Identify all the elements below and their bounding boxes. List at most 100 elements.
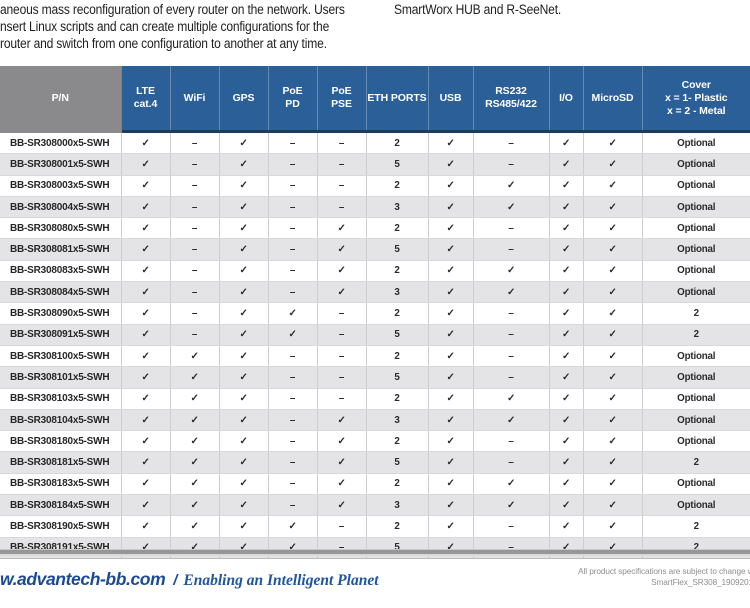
part-number-cell: BB-SR308103x5-SWH [0, 388, 122, 410]
feature-cell: ✓ [428, 302, 474, 325]
feature-cell: ✓ [583, 302, 643, 325]
part-number-cell: BB-SR308090x5-SWH [0, 302, 122, 325]
feature-cell: ✓ [583, 196, 643, 219]
feature-cell: ✓ [583, 430, 643, 453]
part-number-cell: BB-SR308184x5-SWH [0, 494, 122, 517]
product-variant-table: P/N LTE cat.4 WiFi GPS PoE PD PoE PSE ETH PORT… [0, 66, 750, 559]
feature-cell: Optional [642, 281, 750, 304]
feature-cell: ✓ [121, 430, 171, 453]
feature-cell: 2 [366, 302, 429, 325]
feature-cell: – [317, 153, 367, 176]
feature-cell: ✓ [219, 366, 269, 389]
feature-cell: – [268, 345, 318, 368]
feature-cell: ✓ [170, 451, 220, 474]
feature-cell: ✓ [219, 430, 269, 453]
feature-cell: ✓ [583, 494, 643, 517]
feature-cell: ✓ [121, 131, 171, 155]
feature-cell: ✓ [219, 324, 269, 346]
website-link[interactable]: w.advantech-bb.com [0, 569, 166, 589]
feature-cell: ✓ [317, 260, 367, 283]
feature-cell: 2 [366, 473, 429, 496]
part-number-cell: BB-SR308180x5-SWH [0, 430, 122, 453]
feature-cell: Optional [642, 388, 750, 410]
feature-cell: ✓ [219, 302, 269, 325]
feature-cell: ✓ [268, 302, 318, 325]
feature-cell: ✓ [549, 281, 584, 304]
feature-cell: ✓ [473, 473, 550, 496]
feature-cell: ✓ [428, 430, 474, 453]
part-number-cell: BB-SR308004x5-SWH [0, 196, 122, 219]
feature-cell: ✓ [317, 238, 367, 261]
feature-cell: ✓ [219, 473, 269, 496]
feature-cell: ✓ [473, 260, 550, 283]
feature-cell: – [170, 324, 220, 346]
feature-cell: – [317, 388, 367, 410]
feature-cell: – [268, 175, 318, 197]
part-number-cell: BB-SR308104x5-SWH [0, 409, 122, 432]
feature-cell: 2 [642, 515, 750, 538]
feature-cell: ✓ [583, 324, 643, 346]
table-row: BB-SR308004x5-SWH ✓ – ✓ – –3 ✓ ✓ ✓ ✓ Optional [0, 196, 750, 219]
feature-cell: – [170, 217, 220, 240]
feature-cell: Optional [642, 175, 750, 197]
feature-cell: ✓ [219, 515, 269, 538]
feature-cell: ✓ [121, 324, 171, 346]
feature-cell: – [317, 345, 367, 368]
feature-cell: ✓ [428, 131, 474, 155]
feature-cell: Optional [642, 153, 750, 176]
column-header: WiFi [170, 66, 220, 133]
feature-cell: – [317, 515, 367, 538]
column-header: MicroSD [583, 66, 643, 133]
feature-cell: ✓ [549, 388, 584, 410]
feature-cell: ✓ [583, 238, 643, 261]
feature-cell: ✓ [170, 366, 220, 389]
feature-cell: ✓ [549, 131, 584, 155]
column-header: RS232 RS485/422 [473, 66, 550, 133]
feature-cell: ✓ [549, 302, 584, 325]
part-number-cell: BB-SR308003x5-SWH [0, 175, 122, 197]
feature-cell: ✓ [473, 388, 550, 410]
part-number-cell: BB-SR308000x5-SWH [0, 131, 122, 155]
feature-cell: ✓ [121, 515, 171, 538]
feature-cell: ✓ [219, 175, 269, 197]
feature-cell: – [268, 494, 318, 517]
column-header: I/O [549, 66, 584, 133]
table-row: BB-SR308184x5-SWH ✓ ✓ ✓ – ✓ 3 ✓ ✓ ✓ ✓ Optional [0, 494, 750, 517]
feature-cell: ✓ [428, 153, 474, 176]
feature-cell: ✓ [121, 366, 171, 389]
feature-cell: – [268, 409, 318, 432]
feature-cell: – [473, 302, 550, 325]
table-row: BB-SR308103x5-SWH ✓ ✓ ✓ – –2 ✓ ✓ ✓ ✓ Optional [0, 388, 750, 410]
feature-cell: ✓ [121, 281, 171, 304]
feature-cell: – [170, 131, 220, 155]
part-number-cell: BB-SR308084x5-SWH [0, 281, 122, 304]
footer-brand: w.advantech-bb.com / Enabling an Intellige… [0, 569, 379, 590]
table-row: BB-SR308180x5-SWH ✓ ✓ ✓ – ✓ 2 ✓ – ✓ ✓ Optional [0, 430, 750, 453]
feature-cell: ✓ [428, 473, 474, 496]
feature-cell: – [268, 196, 318, 219]
feature-cell: ✓ [549, 196, 584, 219]
table-row: BB-SR308091x5-SWH ✓ – ✓ ✓ –5 ✓ – ✓ ✓ 2 [0, 324, 750, 346]
feature-cell: ✓ [473, 494, 550, 517]
feature-cell: – [268, 260, 318, 283]
feature-cell: – [473, 324, 550, 346]
feature-cell: – [268, 131, 318, 155]
feature-cell: 3 [366, 494, 429, 517]
intro-line: router and switch from one configuration… [0, 36, 327, 51]
feature-cell: ✓ [428, 238, 474, 261]
part-number-cell: BB-SR308181x5-SWH [0, 451, 122, 474]
column-header: USB [428, 66, 474, 133]
feature-cell: ✓ [549, 366, 584, 389]
table-row: BB-SR308100x5-SWH ✓ ✓ ✓ – –2 ✓ – ✓ ✓ Optional [0, 345, 750, 368]
column-header: PoE PSE [317, 66, 367, 133]
table-row: BB-SR308003x5-SWH ✓ – ✓ – –2 ✓ ✓ ✓ ✓ Optional [0, 175, 750, 197]
feature-cell: – [473, 238, 550, 261]
feature-cell: – [473, 430, 550, 453]
feature-cell: ✓ [219, 217, 269, 240]
feature-cell: ✓ [170, 515, 220, 538]
feature-cell: ✓ [583, 260, 643, 283]
feature-cell: ✓ [317, 473, 367, 496]
feature-cell: ✓ [317, 409, 367, 432]
feature-cell: ✓ [219, 196, 269, 219]
feature-cell: ✓ [583, 366, 643, 389]
